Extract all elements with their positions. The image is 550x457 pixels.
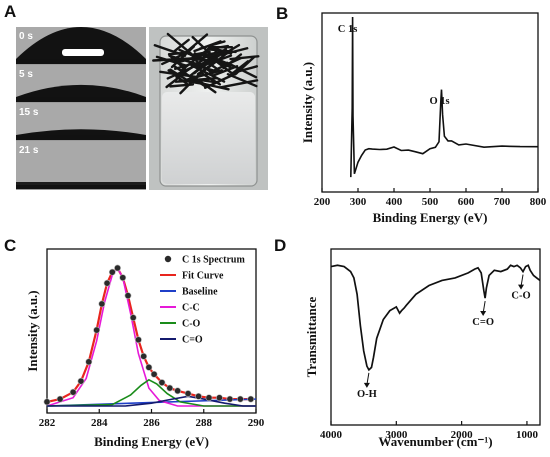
series-line [46,266,256,407]
time-label: 21 s [19,145,39,156]
panel-label-c: C [4,236,16,255]
plot-frame [330,248,541,426]
band-annotation: C=O [472,300,494,328]
spectrum-point [69,388,77,396]
panel-label-a: A [4,2,16,21]
survey-spectrum-line [350,16,539,178]
spectrum-point [135,336,142,344]
spectrum-point [43,398,51,406]
legend-label: C-C [182,303,200,314]
x-tick-label: 4000 [320,429,343,441]
spectrum-point [174,387,182,395]
legend-label: C-O [182,319,201,330]
spectrum-point [140,352,148,360]
beaker-photo [149,27,268,190]
x-tick-label: 288 [196,417,213,429]
x-tick-label: 300 [350,196,367,208]
ftir-spectrum-line [330,264,541,372]
y-axis-title: Intensity (a.u.) [300,62,315,143]
spectrum-point [98,300,106,308]
x-tick-label: 500 [422,196,439,208]
x-tick-label: 1000 [516,429,539,441]
band-annotation: O-H [357,372,377,400]
x-tick-label: 700 [494,196,511,208]
contact-angle-photo-series: 0 s 5 s 15 s 21 s [16,27,146,190]
spectrum-point [216,394,223,402]
x-tick-label: 290 [248,417,265,429]
spectrum-point [150,370,158,378]
spectrum-point [226,395,234,403]
svg-text:C-O: C-O [511,291,530,302]
x-tick-label: 286 [143,417,160,429]
x-tick-label: 2000 [451,429,474,441]
spectrum-point [56,395,64,403]
spectrum-point [158,379,166,386]
x-tick-label: 200 [314,196,331,208]
spectrum-point [129,314,137,322]
x-axis-title: Wavenumber (cm⁻¹) [378,434,492,449]
x-tick-label: 800 [530,196,547,208]
time-label: 0 s [19,31,33,42]
spectrum-point [184,390,192,397]
x-axis-title: Binding Energy (eV) [373,210,488,225]
droplet-frame: 21 s [16,141,146,189]
legend-label: C 1s Spectrum [182,255,245,266]
panel-label-b: B [276,4,288,23]
plot-frame [46,248,257,414]
droplet-frame: 0 s [16,27,146,64]
spectrum-point [119,274,127,282]
x-tick-label: 400 [386,196,403,208]
x-tick-label: 284 [91,417,108,429]
spectrum-point [108,268,116,276]
spectrum-point [114,264,121,272]
panel-label-d: D [274,236,286,255]
spectrum-point [124,292,132,299]
droplet-frame: 5 s [16,65,146,102]
spectrum-point [145,363,153,371]
y-axis-title: Transmittance [304,296,319,377]
legend-label: Baseline [182,287,218,298]
spectrum-point [77,377,85,385]
spectrum-point [195,392,202,400]
spectrum-point [205,394,213,402]
svg-text:C=O: C=O [472,317,494,328]
spectrum-point [236,395,244,403]
time-label: 5 s [19,69,33,80]
droplet-frame: 15 s [16,103,146,140]
peak-label: C 1s [338,24,358,35]
spectrum-point [93,326,101,334]
x-tick-label: 282 [39,417,56,429]
band-annotation: C-O [511,274,531,302]
beaker-liquid [162,92,255,184]
spectrum-point [247,395,255,403]
legend-marker [164,255,172,263]
series-line [46,378,256,407]
legend-label: Fit Curve [182,271,224,282]
svg-text:O-H: O-H [357,389,377,400]
spectrum-point [85,358,93,366]
peak-label: O 1s [429,96,449,107]
c1s-spectrum-chart: 282 284 286 288 290 C 1s Spectrum Fit Curve Bas… [25,248,265,449]
spectrum-point [166,384,174,392]
spectrum-point [103,279,111,287]
x-tick-label: 3000 [385,429,408,441]
xps-survey-chart: 200 300 400 500 600 700 800 C 1s O 1s Binding Ene… [300,12,547,225]
series-line [46,266,251,403]
x-tick-label: 600 [458,196,475,208]
black-fibers [152,32,260,95]
time-label: 15 s [19,107,39,118]
y-axis-title: Intensity (a.u.) [25,290,40,371]
x-axis-title: Binding Energy (eV) [94,434,209,449]
legend-label: C=O [182,335,203,346]
ftir-chart: 4000 3000 2000 1000 O-H C=O C-O Wavenumber (cm⁻… [304,248,541,449]
